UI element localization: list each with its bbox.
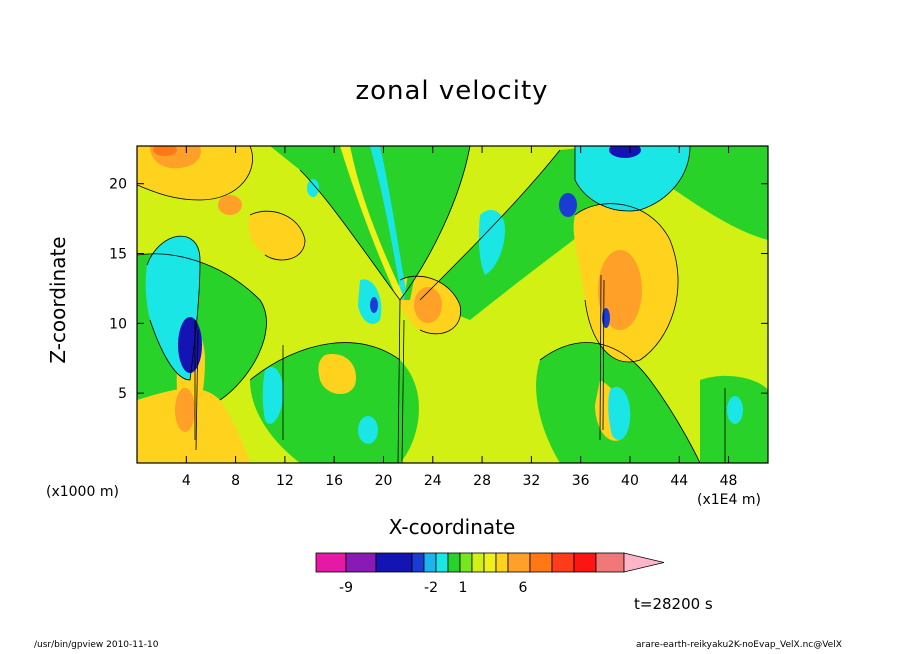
- colorbar-label: -9: [339, 580, 353, 596]
- x-tick-label: 8: [231, 473, 240, 489]
- colorbar-swatch: [595, 552, 625, 573]
- colorbar-swatch: [459, 552, 473, 573]
- y-tick-label: 20: [109, 177, 127, 193]
- y-tick-label: 15: [109, 247, 127, 263]
- x-tick-label: 20: [375, 473, 393, 489]
- colorbar-swatch: [483, 552, 497, 573]
- x-tick-label: 28: [473, 473, 491, 489]
- x-ticks: 4 8 12 16 20 24 28 32 36 40 44 48: [182, 146, 738, 489]
- colorbar-swatch: [529, 552, 553, 573]
- x-tick-label: 36: [572, 473, 590, 489]
- colorbar-swatch: [435, 552, 449, 573]
- y-ticks: 5 10 15 20: [109, 177, 768, 402]
- colorbar-swatch: [411, 552, 425, 573]
- x-tick-label: 24: [424, 473, 442, 489]
- chart-title: zonal velocity: [355, 76, 549, 106]
- colorbar-swatch: [423, 552, 437, 573]
- velocity-field: [137, 146, 768, 463]
- x-axis-label: X-coordinate: [0, 515, 904, 539]
- colorbar-arrow: [623, 552, 665, 573]
- x-tick-label: 44: [670, 473, 688, 489]
- colorbar-label: 1: [459, 580, 468, 596]
- colorbar-swatch: [315, 552, 347, 573]
- colorbar-swatch: [495, 552, 509, 573]
- x-tick-label: 40: [621, 473, 639, 489]
- x-tick-label: 32: [522, 473, 540, 489]
- x-unit-label: (x1E4 m): [697, 492, 761, 508]
- footer-program: /usr/bin/gpview 2010-11-10: [34, 640, 159, 650]
- colorbar-swatch: [375, 552, 413, 573]
- footer-source: arare-earth-reikyaku2K-noEvap_VelX.nc@Ve…: [636, 640, 842, 650]
- x-tick-label: 16: [325, 473, 343, 489]
- x-tick-label: 48: [720, 473, 738, 489]
- y-unit-label: (x1000 m): [46, 484, 119, 500]
- x-axis-label-text: X-coordinate: [388, 515, 516, 539]
- y-tick-label: 10: [109, 316, 127, 332]
- plot-frame: [136, 145, 769, 464]
- colorbar: -9 -2 1 6: [315, 552, 665, 596]
- colorbar-label: 6: [519, 580, 528, 596]
- colorbar-label: -2: [424, 580, 438, 596]
- x-tick-label: 4: [182, 473, 191, 489]
- contour-lines: [137, 146, 726, 463]
- colorbar-swatch: [551, 552, 575, 573]
- y-axis-label: Z-coordinate: [46, 236, 70, 364]
- time-label: t=28200 s: [634, 595, 713, 613]
- colorbar-swatch: [471, 552, 485, 573]
- colorbar-swatch: [447, 552, 461, 573]
- colorbar-swatch: [345, 552, 377, 573]
- x-tick-label: 12: [276, 473, 294, 489]
- colorbar-swatch: [507, 552, 531, 573]
- colorbar-swatch: [573, 552, 597, 573]
- y-tick-label: 5: [118, 386, 127, 402]
